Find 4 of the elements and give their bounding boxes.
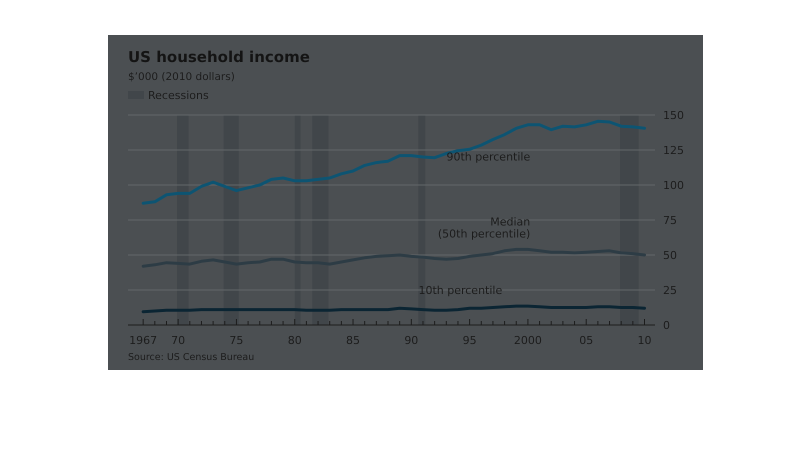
chart-title: US household income [128,48,310,66]
line-series [142,248,646,268]
series-label: 10th percentile [418,284,502,298]
line-series [142,120,646,205]
